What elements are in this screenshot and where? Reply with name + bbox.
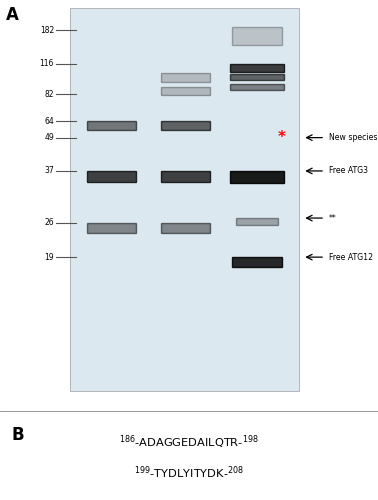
FancyBboxPatch shape (161, 171, 210, 181)
Text: *: * (277, 130, 286, 145)
FancyBboxPatch shape (230, 64, 284, 72)
FancyBboxPatch shape (87, 121, 136, 130)
FancyBboxPatch shape (161, 86, 210, 95)
FancyBboxPatch shape (70, 8, 299, 391)
FancyBboxPatch shape (236, 218, 278, 225)
Text: 49: 49 (44, 133, 54, 142)
Text: 116: 116 (40, 59, 54, 68)
FancyBboxPatch shape (87, 171, 136, 181)
Text: Free ATG3: Free ATG3 (329, 166, 368, 175)
FancyBboxPatch shape (161, 121, 210, 130)
FancyBboxPatch shape (230, 74, 284, 80)
FancyBboxPatch shape (230, 84, 284, 90)
Text: A: A (6, 6, 19, 24)
Text: 182: 182 (40, 26, 54, 35)
Text: B: B (11, 426, 24, 444)
Text: 26: 26 (45, 218, 54, 227)
Text: 64: 64 (44, 116, 54, 126)
FancyBboxPatch shape (232, 28, 282, 44)
FancyBboxPatch shape (161, 74, 210, 82)
Text: 19: 19 (45, 252, 54, 262)
Text: 82: 82 (45, 90, 54, 99)
Text: 37: 37 (44, 166, 54, 175)
FancyBboxPatch shape (161, 222, 210, 234)
FancyBboxPatch shape (230, 171, 284, 183)
Text: New species: New species (329, 133, 377, 142)
Text: $^{186}$-ADAGGEDAILQTR-$^{198}$: $^{186}$-ADAGGEDAILQTR-$^{198}$ (119, 433, 259, 450)
Text: **: ** (329, 214, 337, 222)
FancyBboxPatch shape (232, 257, 282, 267)
Text: $^{199}$-TYDLYITYDK-$^{208}$: $^{199}$-TYDLYITYDK-$^{208}$ (134, 464, 244, 480)
Text: Free ATG12: Free ATG12 (329, 252, 373, 262)
FancyBboxPatch shape (87, 222, 136, 234)
